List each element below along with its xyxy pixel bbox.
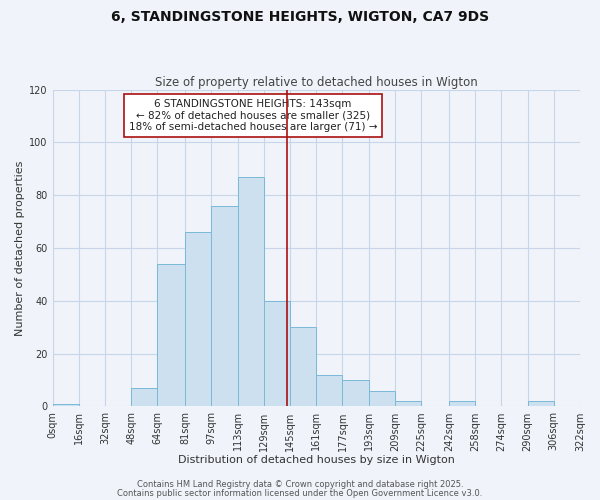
Bar — [449, 401, 475, 406]
Bar — [185, 232, 211, 406]
Bar — [264, 301, 290, 406]
Text: Contains HM Land Registry data © Crown copyright and database right 2025.: Contains HM Land Registry data © Crown c… — [137, 480, 463, 489]
Bar — [527, 401, 554, 406]
Y-axis label: Number of detached properties: Number of detached properties — [15, 160, 25, 336]
Bar — [395, 401, 421, 406]
X-axis label: Distribution of detached houses by size in Wigton: Distribution of detached houses by size … — [178, 455, 455, 465]
Bar — [211, 206, 238, 406]
Text: 6 STANDINGSTONE HEIGHTS: 143sqm
← 82% of detached houses are smaller (325)
18% o: 6 STANDINGSTONE HEIGHTS: 143sqm ← 82% of… — [129, 99, 377, 132]
Text: Contains public sector information licensed under the Open Government Licence v3: Contains public sector information licen… — [118, 488, 482, 498]
Text: 6, STANDINGSTONE HEIGHTS, WIGTON, CA7 9DS: 6, STANDINGSTONE HEIGHTS, WIGTON, CA7 9D… — [111, 10, 489, 24]
Bar — [343, 380, 368, 406]
Bar — [157, 264, 185, 406]
Bar — [290, 327, 316, 406]
Title: Size of property relative to detached houses in Wigton: Size of property relative to detached ho… — [155, 76, 478, 90]
Bar — [53, 404, 79, 406]
Bar — [368, 390, 395, 406]
Bar — [131, 388, 157, 406]
Bar — [238, 176, 264, 406]
Bar — [316, 375, 343, 406]
